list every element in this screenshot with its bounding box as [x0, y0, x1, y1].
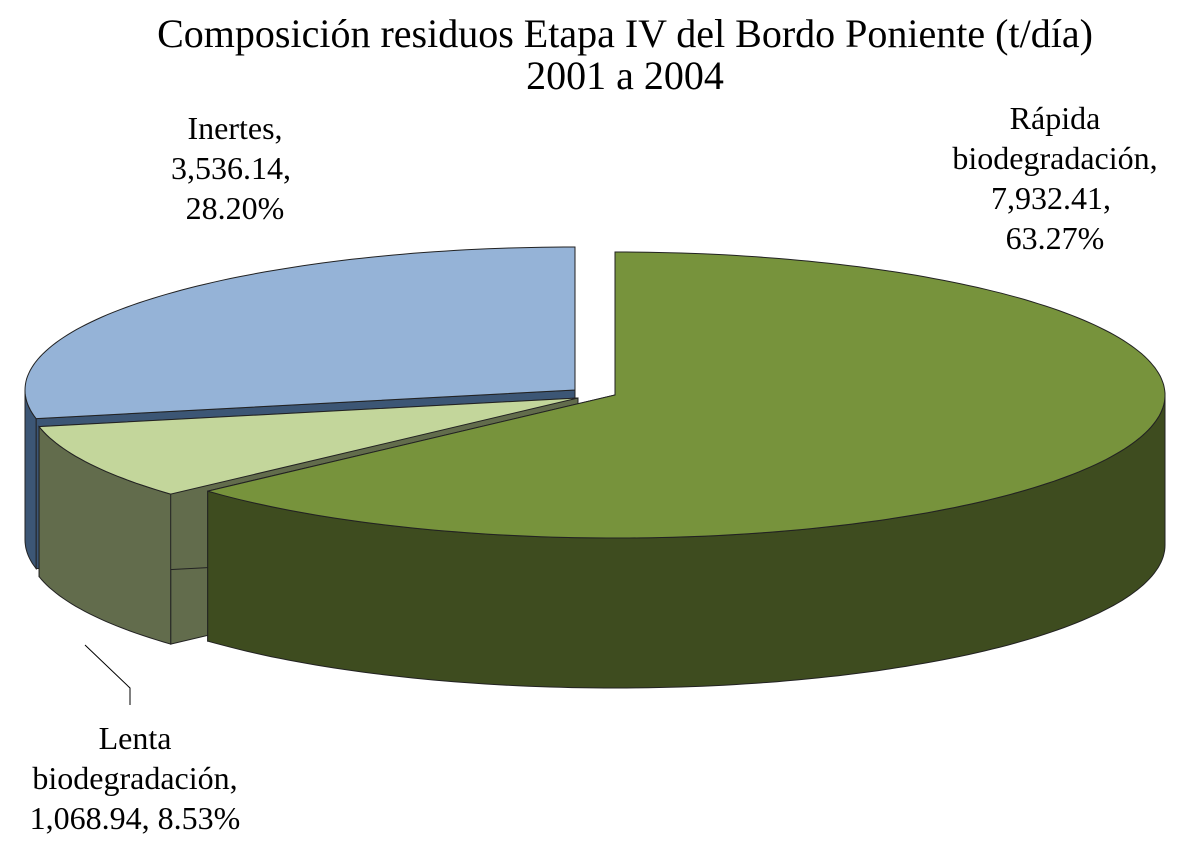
label-line: Lenta biodegradación,: [5, 718, 265, 798]
value-label: 7,932.41: [991, 180, 1103, 216]
label-separator: ,: [283, 150, 291, 186]
category-name: Rápida biodegradación: [952, 100, 1150, 176]
label-line: Rápida biodegradación,: [935, 98, 1175, 178]
category-name: Lenta biodegradación: [32, 720, 230, 796]
label-separator: ,: [1103, 180, 1111, 216]
pie-slice: [207, 251, 1166, 539]
leader-line: [84, 644, 131, 705]
percent-label: 8.53%: [157, 800, 241, 836]
pie-slice: [38, 397, 579, 495]
label-line: 1,068.94, 8.53%: [5, 798, 265, 838]
value-label: 3,536.14: [171, 150, 283, 186]
chart-title: Composición residuos Etapa IV del Bordo …: [157, 11, 1093, 56]
label-line: 63.27%: [935, 218, 1175, 258]
label-line: 7,932.41,: [935, 178, 1175, 218]
category-name: Inertes: [187, 110, 275, 146]
percent-label: 28.20%: [185, 190, 285, 226]
chart-title: 2001 a 2004: [526, 53, 724, 98]
label-separator: ,: [141, 800, 150, 836]
label-line: 28.20%: [130, 188, 340, 228]
data-label: Inertes, 3,536.14, 28.20%: [130, 108, 340, 228]
label-separator: ,: [229, 760, 238, 796]
label-separator: ,: [274, 110, 283, 146]
label-separator: ,: [1149, 140, 1158, 176]
label-line: Inertes,: [130, 108, 340, 148]
value-label: 1,068.94: [29, 800, 142, 836]
data-label: Lenta biodegradación, 1,068.94, 8.53%: [5, 718, 265, 838]
label-line: 3,536.14,: [130, 148, 340, 188]
data-label: Rápida biodegradación, 7,932.41, 63.27%: [935, 98, 1175, 258]
pie-slice: [24, 246, 576, 420]
percent-label: 63.27%: [1005, 220, 1105, 256]
